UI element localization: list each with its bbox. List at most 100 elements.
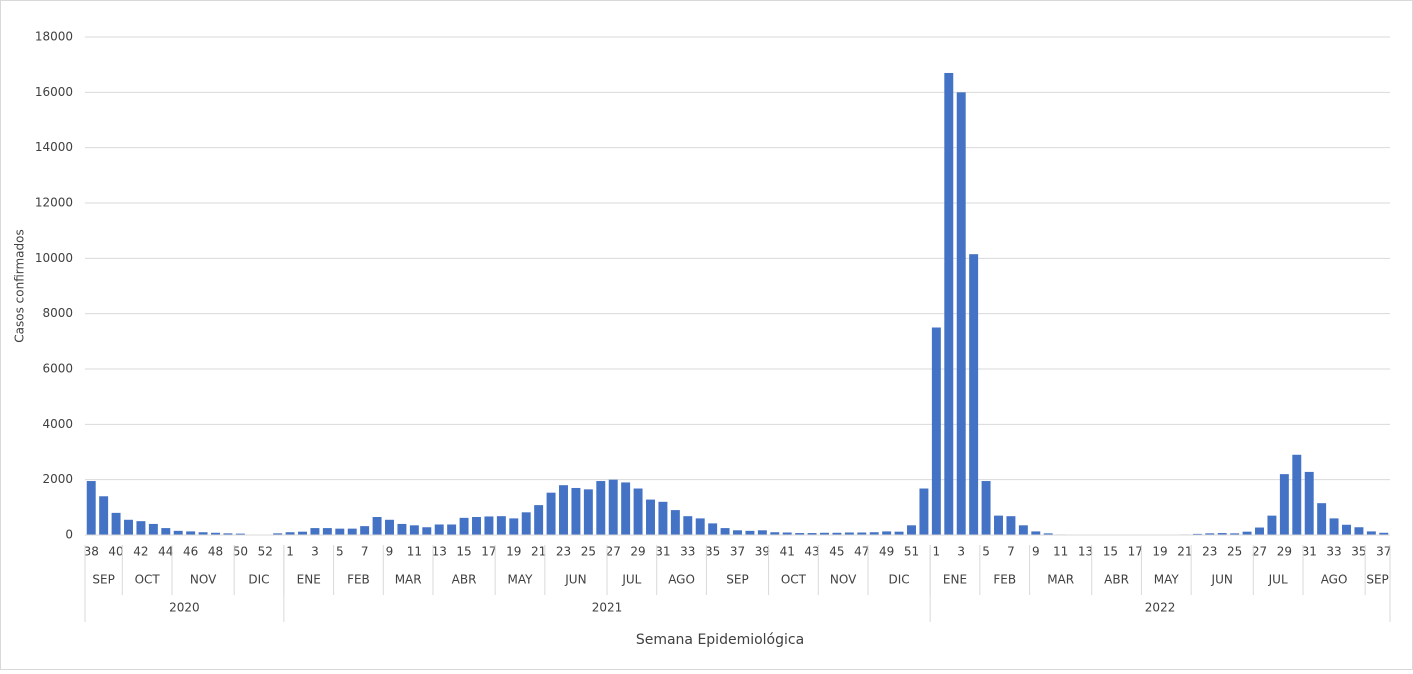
x-tick-label: 41 [780, 545, 795, 559]
bar [509, 518, 518, 535]
bar [422, 527, 431, 535]
x-tick-label: 31 [655, 545, 670, 559]
x-tick-label: 50 [233, 545, 248, 559]
bar [1330, 518, 1339, 535]
month-label: MAR [395, 573, 422, 587]
x-tick-label: 27 [1252, 545, 1267, 559]
bar [919, 489, 928, 535]
bar [1031, 531, 1040, 535]
y-tick-label: 14000 [35, 140, 73, 154]
bar [497, 516, 506, 535]
month-label: ABR [452, 573, 477, 587]
x-tick-label: 48 [208, 545, 223, 559]
month-label: AGO [668, 573, 695, 587]
bar [1280, 474, 1289, 535]
bar [310, 528, 319, 535]
bar [323, 528, 332, 535]
y-tick-label: 6000 [42, 362, 73, 376]
x-tick-label: 40 [108, 545, 123, 559]
y-axis-label: Casos confirmados [13, 229, 27, 342]
x-tick-label: 5 [336, 545, 344, 559]
bar [721, 528, 730, 535]
bar [559, 485, 568, 535]
bar [907, 525, 916, 535]
x-tick-label: 47 [854, 545, 869, 559]
x-tick-label: 29 [630, 545, 645, 559]
x-tick-label: 27 [606, 545, 621, 559]
y-tick-label: 0 [65, 528, 73, 542]
bar [745, 531, 754, 535]
bar [733, 530, 742, 535]
x-tick-label: 19 [1152, 545, 1167, 559]
x-tick-label: 5 [982, 545, 990, 559]
x-tick-label: 23 [556, 545, 571, 559]
x-tick-label: 13 [1078, 545, 1093, 559]
month-label: FEB [993, 573, 1016, 587]
bar [994, 516, 1003, 535]
month-label: NOV [830, 573, 857, 587]
bar [969, 254, 978, 535]
x-tick-label: 17 [481, 545, 496, 559]
y-tick-label: 16000 [35, 85, 73, 99]
x-tick-label: 25 [581, 545, 596, 559]
x-tick-label: 37 [730, 545, 745, 559]
x-tick-label: 42 [133, 545, 148, 559]
x-tick-label: 15 [456, 545, 471, 559]
month-label: JUL [621, 573, 641, 587]
x-tick-label: 1 [286, 545, 294, 559]
month-label: ENE [297, 573, 321, 587]
month-label: OCT [135, 573, 161, 587]
x-tick-label: 35 [1351, 545, 1366, 559]
x-tick-label: 15 [1103, 545, 1118, 559]
bar [571, 488, 580, 535]
bar [683, 516, 692, 535]
bar [360, 526, 369, 535]
month-label: AGO [1321, 573, 1348, 587]
year-label: 2022 [1145, 601, 1176, 615]
bar [1317, 503, 1326, 535]
bar [932, 328, 941, 536]
y-tick-label: 2000 [42, 472, 73, 486]
bar [435, 524, 444, 535]
x-tick-label: 21 [531, 545, 546, 559]
bar [534, 505, 543, 535]
x-tick-label: 19 [506, 545, 521, 559]
x-tick-label: 51 [904, 545, 919, 559]
x-tick-label: 9 [1032, 545, 1040, 559]
bar [335, 529, 344, 535]
bar [161, 528, 170, 535]
y-tick-label: 12000 [35, 196, 73, 210]
month-label: ENE [943, 573, 967, 587]
x-tick-label: 33 [680, 545, 695, 559]
month-label: JUN [1211, 573, 1233, 587]
month-label: ABR [1104, 573, 1129, 587]
x-tick-label: 11 [1053, 545, 1068, 559]
bar [373, 517, 382, 535]
x-tick-label: 38 [84, 545, 99, 559]
y-tick-label: 10000 [35, 251, 73, 265]
bar [1019, 525, 1028, 535]
x-tick-label: 46 [183, 545, 198, 559]
year-label: 2020 [169, 601, 200, 615]
x-tick-label: 7 [1007, 545, 1015, 559]
bar [124, 520, 133, 535]
x-tick-label: 35 [705, 545, 720, 559]
bar [447, 524, 456, 535]
bar [646, 500, 655, 535]
x-tick-label: 1 [933, 545, 941, 559]
bar [149, 524, 158, 535]
x-tick-label: 7 [361, 545, 369, 559]
x-tick-label: 52 [258, 545, 273, 559]
bar [696, 518, 705, 535]
bar [385, 520, 394, 535]
month-label: DIC [248, 573, 269, 587]
x-tick-label: 33 [1326, 545, 1341, 559]
month-label: OCT [781, 573, 807, 587]
bar [112, 513, 121, 535]
bar [944, 73, 953, 535]
x-tick-label: 23 [1202, 545, 1217, 559]
bar [186, 531, 195, 535]
x-tick-label: 21 [1177, 545, 1192, 559]
y-tick-label: 8000 [42, 306, 73, 320]
